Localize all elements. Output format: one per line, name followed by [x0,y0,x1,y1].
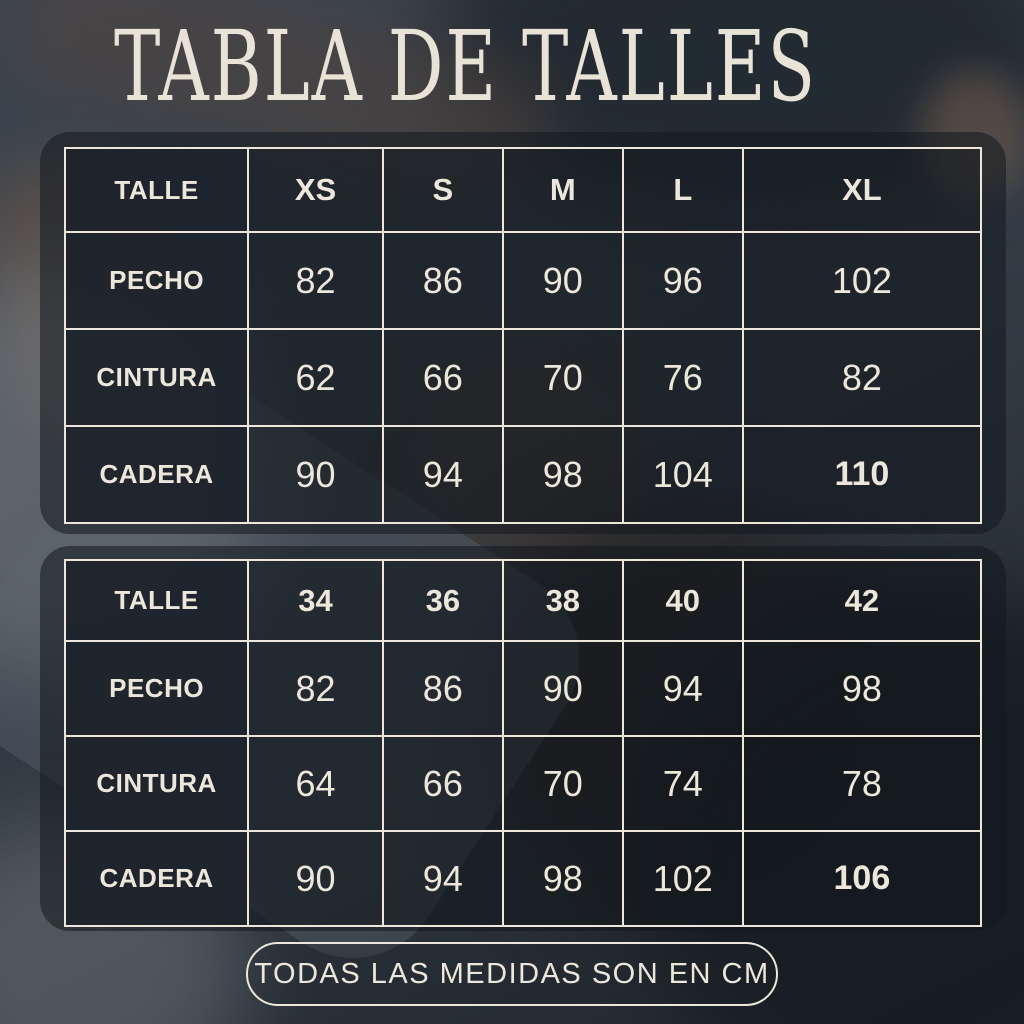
table-row: CADERA 90 94 98 102 106 [63,830,983,927]
header-cell: 36 [381,559,504,642]
value-cell: 90 [247,830,384,927]
value-cell: 94 [381,830,504,927]
row-label-cell: PECHO [63,231,250,330]
size-table-numeric-panel: TALLE 34 36 38 40 42 PECHO 82 86 90 94 9… [40,546,1006,931]
table-row: CINTURA 62 66 70 76 82 [63,328,983,427]
value-cell: 98 [501,425,624,524]
value-cell: 70 [501,328,624,427]
header-cell: 38 [501,559,624,642]
value-cell: 82 [247,640,384,737]
measurements-note-pill: TODAS LAS MEDIDAS SON EN CM [246,942,778,1006]
value-cell: 98 [501,830,624,927]
header-cell: L [621,147,744,233]
header-cell: S [381,147,504,233]
value-cell: 86 [381,640,504,737]
value-cell: 94 [621,640,744,737]
header-cell: TALLE [63,147,250,233]
header-cell: TALLE [63,559,250,642]
value-cell: 98 [741,640,983,737]
size-table-numeric: TALLE 34 36 38 40 42 PECHO 82 86 90 94 9… [63,559,983,927]
value-cell: 102 [741,231,983,330]
value-cell: 66 [381,328,504,427]
value-cell: 82 [247,231,384,330]
value-cell: 64 [247,735,384,832]
header-cell: M [501,147,624,233]
header-cell: 42 [741,559,983,642]
value-cell: 96 [621,231,744,330]
row-label-cell: CADERA [63,830,250,927]
header-cell: XS [247,147,384,233]
value-cell: 106 [741,830,983,927]
size-table-letters: TALLE XS S M L XL PECHO 82 86 90 96 102 … [63,147,983,524]
page-title: TABLA DE TALLES [114,10,817,124]
value-cell: 104 [621,425,744,524]
value-cell: 110 [741,425,983,524]
size-table-letters-panel: TALLE XS S M L XL PECHO 82 86 90 96 102 … [40,132,1006,534]
value-cell: 82 [741,328,983,427]
value-cell: 90 [501,640,624,737]
value-cell: 86 [381,231,504,330]
value-cell: 94 [381,425,504,524]
value-cell: 102 [621,830,744,927]
row-label-cell: CINTURA [63,735,250,832]
header-cell: 34 [247,559,384,642]
value-cell: 70 [501,735,624,832]
value-cell: 76 [621,328,744,427]
table-header-row: TALLE 34 36 38 40 42 [63,559,983,642]
table-header-row: TALLE XS S M L XL [63,147,983,233]
value-cell: 78 [741,735,983,832]
row-label-cell: CADERA [63,425,250,524]
row-label-cell: CINTURA [63,328,250,427]
value-cell: 62 [247,328,384,427]
table-row: CADERA 90 94 98 104 110 [63,425,983,524]
table-row: PECHO 82 86 90 96 102 [63,231,983,330]
table-row: PECHO 82 86 90 94 98 [63,640,983,737]
header-cell: XL [741,147,983,233]
value-cell: 74 [621,735,744,832]
header-cell: 40 [621,559,744,642]
value-cell: 90 [501,231,624,330]
measurements-note-text: TODAS LAS MEDIDAS SON EN CM [254,957,770,990]
value-cell: 90 [247,425,384,524]
table-row: CINTURA 64 66 70 74 78 [63,735,983,832]
value-cell: 66 [381,735,504,832]
row-label-cell: PECHO [63,640,250,737]
